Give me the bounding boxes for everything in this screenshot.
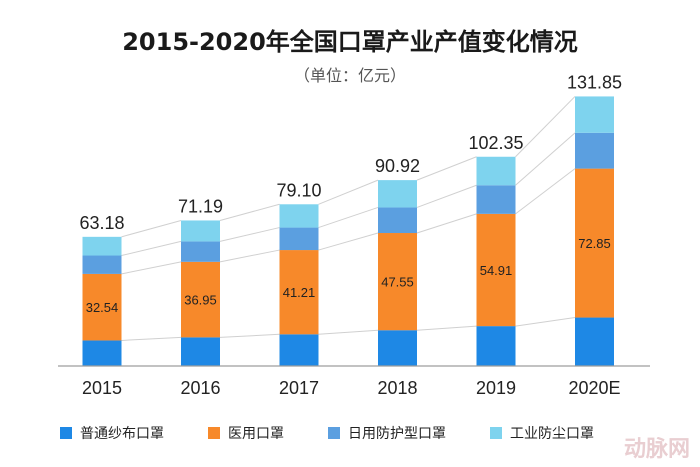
x-tick-label: 2019 (476, 378, 516, 398)
total-value-label: 71.19 (178, 196, 223, 216)
bar-segment-gauze-2017 (279, 334, 319, 366)
bar-segment-gauze-2020E (575, 317, 614, 366)
legend-label-gauze: 普通纱布口罩 (80, 426, 164, 442)
bar-segment-gauze-2019 (476, 326, 516, 366)
total-value-label: 90.92 (375, 156, 420, 176)
medical-value-label: 32.54 (86, 300, 119, 315)
total-value-label: 63.18 (79, 213, 124, 233)
legend-item-daily: 日用防护型口罩 (328, 423, 446, 443)
watermark-logo: 动脉网 (623, 437, 690, 462)
bar-segment-industrial-2016 (181, 220, 220, 242)
connector-line-industrial (318, 179, 379, 205)
connector-line-medical (219, 249, 280, 263)
legend-item-industrial: 工业防尘口罩 (490, 423, 594, 443)
connector-line-gauze (121, 336, 182, 341)
x-tick-label: 2016 (180, 378, 220, 398)
legend-item-medical: 医用口罩 (208, 423, 284, 443)
legend-label-industrial: 工业防尘口罩 (510, 426, 594, 442)
medical-value-label: 41.21 (283, 285, 316, 300)
chart-title: 2015-2020年全国口罩产业产值变化情况 (122, 28, 578, 56)
connector-line-medical (416, 213, 477, 234)
connector-line-daily (219, 227, 280, 242)
bar-segment-industrial-2018 (378, 180, 417, 208)
total-value-label: 102.35 (468, 133, 523, 153)
x-tick-label: 2015 (82, 378, 122, 398)
medical-value-label: 54.91 (480, 263, 513, 278)
bar-segment-gauze-2016 (181, 337, 220, 366)
connector-line-medical (515, 168, 576, 215)
total-value-label: 131.85 (567, 72, 622, 92)
chart-legend: 普通纱布口罩 医用口罩 日用防护型口罩 工业防尘口罩 (60, 423, 594, 443)
connector-line-daily (121, 240, 182, 257)
bar-segment-daily-2015 (82, 255, 122, 274)
bar-segment-medical-2019 (476, 213, 516, 327)
bar-segment-daily-2017 (279, 227, 319, 251)
connector-line-industrial (121, 219, 182, 238)
bar-segment-industrial-2020E (575, 96, 614, 133)
connector-line-medical (318, 232, 379, 251)
bar-segment-industrial-2015 (82, 236, 122, 256)
legend-swatch-gauze (60, 427, 72, 439)
connector-lines (121, 96, 576, 341)
connector-line-gauze (416, 325, 477, 331)
bar-segment-medical-2016 (181, 261, 220, 338)
connector-line-daily (318, 206, 379, 229)
medical-value-label: 36.95 (184, 293, 217, 308)
bar-segment-industrial-2019 (476, 156, 516, 186)
bars (82, 96, 614, 366)
x-tick-label: 2017 (279, 378, 319, 398)
connector-line-gauze (318, 329, 379, 335)
bar-segment-medical-2015 (82, 273, 122, 341)
legend-swatch-daily (328, 427, 340, 439)
connector-line-daily (515, 132, 576, 186)
legend-label-medical: 医用口罩 (228, 426, 284, 442)
connector-line-industrial (515, 96, 576, 158)
legend-swatch-medical (208, 427, 220, 439)
bar-segment-daily-2020E (575, 132, 614, 169)
bar-segment-medical-2020E (575, 168, 614, 318)
bar-segment-gauze-2015 (82, 340, 122, 366)
connector-line-industrial (219, 203, 280, 221)
legend-label-daily: 日用防护型口罩 (348, 426, 446, 442)
bar-segment-daily-2016 (181, 241, 220, 262)
bar-segment-daily-2019 (476, 185, 516, 214)
legend-swatch-industrial (490, 427, 502, 439)
connector-line-industrial (416, 156, 477, 181)
medical-value-label: 72.85 (578, 236, 611, 251)
legend-item-gauze: 普通纱布口罩 (60, 423, 164, 443)
bar-segment-medical-2018 (378, 233, 417, 331)
connector-line-gauze (515, 317, 576, 327)
medical-value-label: 47.55 (381, 275, 414, 290)
total-value-label: 79.10 (276, 180, 321, 200)
bar-segment-daily-2018 (378, 207, 417, 234)
connector-line-medical (121, 261, 182, 275)
bar-segment-industrial-2017 (279, 204, 319, 228)
x-tick-label: 2020E (568, 378, 620, 398)
bar-segment-gauze-2018 (378, 330, 417, 366)
chart-subtitle: （单位：亿元） (293, 66, 406, 85)
x-tick-label: 2018 (377, 378, 417, 398)
bar-segment-medical-2017 (279, 250, 319, 335)
connector-line-gauze (219, 333, 280, 338)
connector-line-daily (416, 184, 477, 208)
